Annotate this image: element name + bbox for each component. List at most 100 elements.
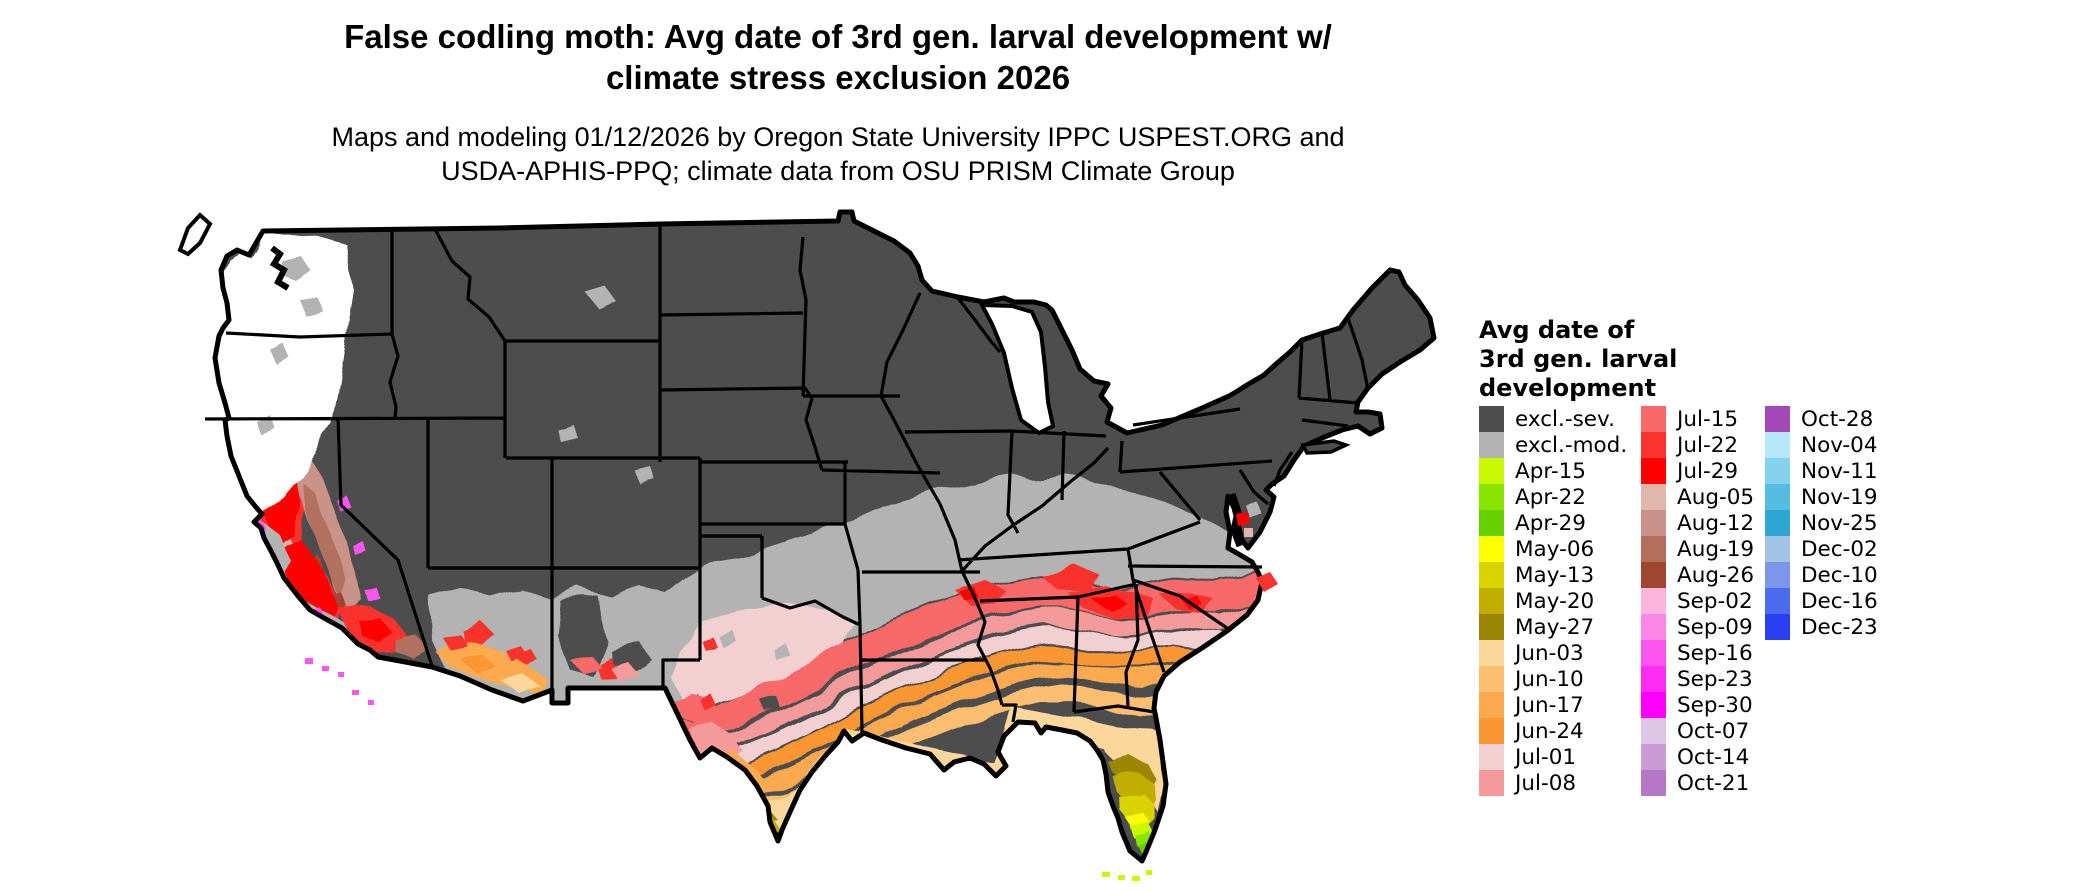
legend-label: Aug-19 (1677, 536, 1755, 562)
legend-label: Dec-16 (1801, 588, 1878, 614)
legend-swatch (1479, 692, 1504, 718)
legend-swatch (1641, 588, 1666, 614)
legend-label: Nov-19 (1801, 484, 1878, 510)
legend-label: May-27 (1515, 614, 1595, 640)
legend-item: Apr-15 (1479, 458, 1627, 484)
legend-item: Nov-19 (1765, 484, 1878, 510)
channel-islands-magenta (305, 658, 374, 705)
legend-label: Jul-29 (1677, 458, 1739, 484)
legend-swatch (1641, 458, 1666, 484)
legend-item: Sep-02 (1641, 588, 1754, 614)
region-az-jun03 (500, 676, 540, 694)
legend-column-1: excl.-sev. excl.-mod. Apr-15 Apr-22 Apr-… (1479, 406, 1627, 796)
legend-item: Sep-16 (1641, 640, 1754, 666)
legend-swatch (1641, 640, 1666, 666)
legend-swatch (1765, 510, 1790, 536)
legend-item: May-20 (1479, 588, 1627, 614)
lake-michigan (978, 302, 1056, 436)
us-map (177, 150, 1490, 881)
legend-label: Jun-17 (1515, 692, 1584, 718)
region-jul01-texas-blob (672, 604, 855, 708)
legend-swatch (1765, 406, 1790, 432)
legend-swatch (1765, 458, 1790, 484)
legend-item: Aug-05 (1641, 484, 1754, 510)
legend-swatch (1479, 770, 1504, 796)
legend-item: Jun-24 (1479, 718, 1627, 744)
legend-label: Jun-03 (1515, 640, 1584, 666)
legend-label: Aug-05 (1677, 484, 1755, 510)
region-nm-salmon-pink (570, 654, 600, 674)
vancouver-island (177, 212, 213, 257)
legend-item: May-27 (1479, 614, 1627, 640)
legend-label: Oct-21 (1677, 770, 1750, 796)
legend-swatch (1479, 536, 1504, 562)
norfolk-red-spot (1236, 512, 1250, 526)
legend-swatch (1641, 744, 1666, 770)
legend-swatch (1641, 536, 1666, 562)
region-socal-red-core (360, 618, 392, 642)
legend-label: Nov-25 (1801, 510, 1878, 536)
legend-label: May-20 (1515, 588, 1595, 614)
legend-label: Jun-10 (1515, 666, 1584, 692)
legend-item: Dec-23 (1765, 614, 1878, 640)
legend-swatch (1479, 484, 1504, 510)
legend-item: May-06 (1479, 536, 1627, 562)
legend-label: Dec-10 (1801, 562, 1878, 588)
legend-item: Apr-22 (1479, 484, 1627, 510)
legend-item: Jul-22 (1641, 432, 1754, 458)
legend-swatch (1641, 432, 1666, 458)
region-socal-brown (395, 634, 428, 660)
page-title: False codling moth: Avg date of 3rd gen.… (344, 18, 1332, 96)
chesapeake-bay (1228, 492, 1244, 548)
legend-column-3: Oct-28 Nov-04 Nov-11 Nov-19 Nov-25 Dec-0… (1765, 406, 1878, 640)
legend-label: May-13 (1515, 562, 1595, 588)
legend-label: Sep-02 (1677, 588, 1753, 614)
legend-item: Sep-23 (1641, 666, 1754, 692)
legend-item: Sep-09 (1641, 614, 1754, 640)
region-wtx-red-dots (700, 695, 717, 710)
legend-label: Aug-26 (1677, 562, 1755, 588)
legend-label: Jul-08 (1515, 770, 1577, 796)
legend-swatch (1479, 718, 1504, 744)
legend-item: Aug-12 (1641, 510, 1754, 536)
page-subtitle: Maps and modeling 01/12/2026 by Oregon S… (331, 122, 1345, 186)
legend-swatch (1765, 614, 1790, 640)
region-pnw-gray-specks (255, 255, 322, 436)
legend-item: Dec-16 (1765, 588, 1878, 614)
legend-item: Dec-02 (1765, 536, 1878, 562)
legend-item: Apr-29 (1479, 510, 1627, 536)
legend-swatch (1765, 432, 1790, 458)
legend-label: Sep-30 (1677, 692, 1753, 718)
legend-label: May-06 (1515, 536, 1595, 562)
legend-item: Jul-08 (1479, 770, 1627, 796)
legend-item: Oct-07 (1641, 718, 1754, 744)
legend-label: Sep-16 (1677, 640, 1753, 666)
region-nm-pink (612, 664, 640, 684)
legend-swatch (1479, 614, 1504, 640)
legend-item: Jun-03 (1479, 640, 1627, 666)
legend-item: Sep-30 (1641, 692, 1754, 718)
legend: Avg date of 3rd gen. larval development … (1479, 316, 2079, 796)
legend-item: Jun-10 (1479, 666, 1627, 692)
region-jul29-california-valley (258, 455, 341, 629)
legend-label: Nov-11 (1801, 458, 1878, 484)
legend-label: Nov-04 (1801, 432, 1878, 458)
delmarva-aug05-spot (1244, 528, 1253, 537)
legend-item: Jul-29 (1641, 458, 1754, 484)
legend-label: Oct-07 (1677, 718, 1750, 744)
legend-swatch (1641, 692, 1666, 718)
region-aug19-sierra (300, 480, 348, 600)
legend-swatch (1479, 510, 1504, 536)
legend-label: Jul-15 (1677, 406, 1739, 432)
legend-column-2: Jul-15 Jul-22 Jul-29 Aug-05 Aug-12 Aug-1… (1641, 406, 1754, 796)
legend-item: Nov-25 (1765, 510, 1878, 536)
legend-swatch (1479, 406, 1504, 432)
legend-swatch (1641, 770, 1666, 796)
legend-swatch (1641, 562, 1666, 588)
legend-item: Jun-17 (1479, 692, 1627, 718)
legend-label: Sep-23 (1677, 666, 1753, 692)
legend-swatch (1641, 406, 1666, 432)
region-az-red-spots (445, 634, 528, 662)
legend-swatch (1479, 432, 1504, 458)
